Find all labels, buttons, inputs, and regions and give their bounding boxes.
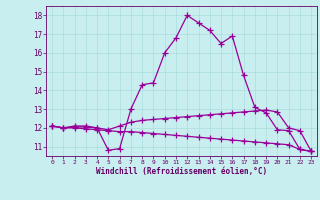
X-axis label: Windchill (Refroidissement éolien,°C): Windchill (Refroidissement éolien,°C) — [96, 167, 267, 176]
